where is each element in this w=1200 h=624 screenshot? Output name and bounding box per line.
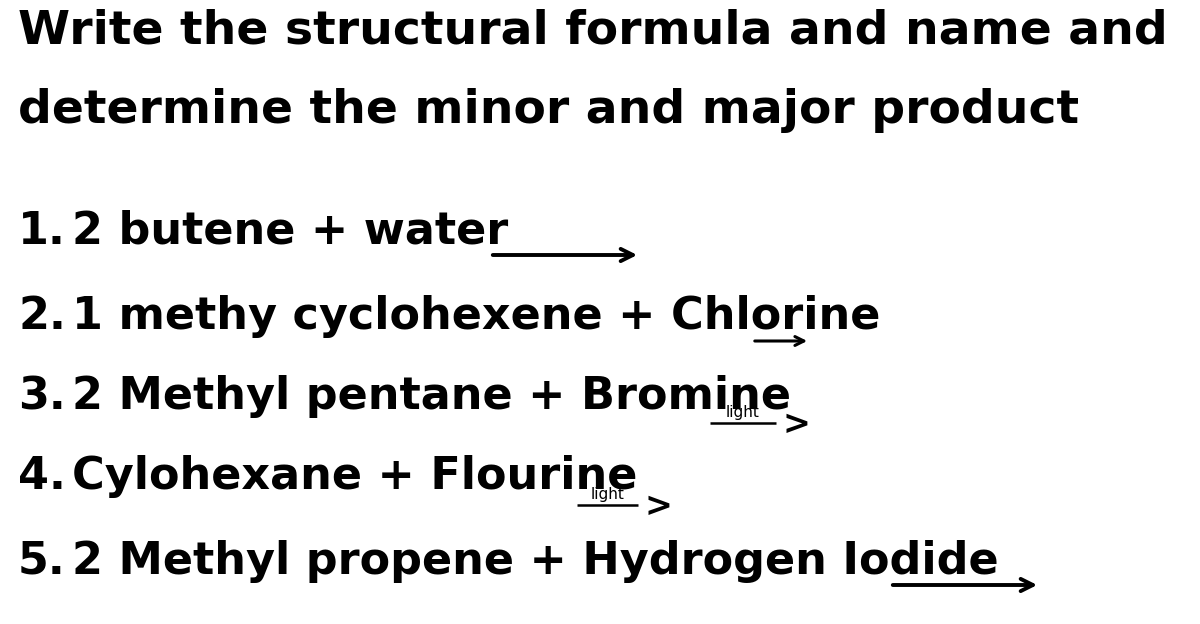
Text: 3.: 3. [18,375,66,418]
Text: 1.: 1. [18,210,66,253]
Text: Cylohexane + Flourine: Cylohexane + Flourine [72,455,637,498]
Text: 4.: 4. [18,455,66,498]
Text: >: > [644,490,672,524]
Text: light: light [590,487,624,502]
Text: 2 Methyl pentane + Bromine: 2 Methyl pentane + Bromine [72,375,791,418]
Text: determine the minor and major product: determine the minor and major product [18,88,1079,133]
Text: 2.: 2. [18,295,66,338]
Text: 2 Methyl propene + Hydrogen Iodide: 2 Methyl propene + Hydrogen Iodide [72,540,998,583]
Text: 1 methy cyclohexene + Chlorine: 1 methy cyclohexene + Chlorine [72,295,881,338]
Text: light: light [726,405,760,420]
Text: 5.: 5. [18,540,66,583]
Text: Write the structural formula and name and: Write the structural formula and name an… [18,8,1168,53]
Text: >: > [782,409,810,442]
Text: 2 butene + water: 2 butene + water [72,210,509,253]
